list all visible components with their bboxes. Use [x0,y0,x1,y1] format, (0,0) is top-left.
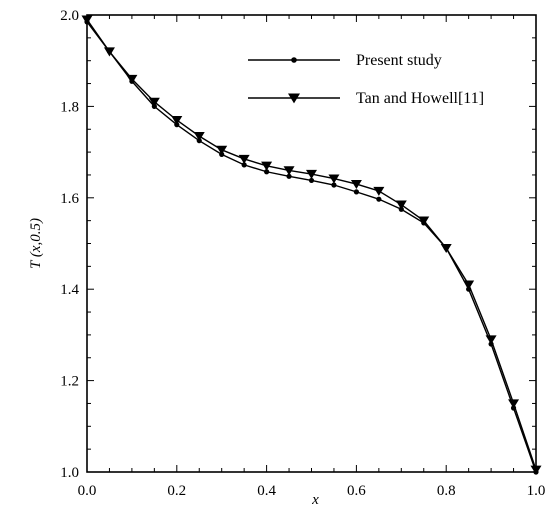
y-tick-label: 1.4 [60,282,79,298]
series-1-point [353,189,359,195]
legend-marker-triangle [288,93,300,104]
series-1-point [286,173,292,179]
series-2-point [418,216,430,226]
series-2-point [171,115,183,126]
series-2-point [530,465,542,475]
plot-frame [86,14,537,473]
series-2-point [283,166,295,176]
series-2-point [126,74,138,84]
y-axis-label: T (x,0.5) [28,218,44,269]
series-2-point [103,47,115,57]
series-2-point [81,15,93,25]
series-2-point [193,131,205,142]
y-tick-label: 1.8 [60,99,79,115]
y-tick-label: 1.6 [60,191,79,207]
series-2-point [238,154,250,164]
x-tick-label: 1.0 [527,483,546,499]
legend-label-1: Present study [356,52,442,69]
series-2-point [216,145,228,155]
series-2-point [373,186,385,196]
series-2-point [328,174,340,184]
x-tick-label: 0.8 [437,483,456,499]
series-2-point [306,169,317,179]
x-axis-label: x [311,492,319,508]
series-1-point [331,182,337,188]
series-2-point [148,97,160,107]
x-tick-label: 0.2 [167,483,186,499]
series-line-2 [86,19,537,470]
series-1-point [264,169,270,175]
series-2-point [463,280,475,290]
series-1-point [241,162,247,168]
series-2-point [261,161,273,171]
y-tick-label: 1.0 [60,465,79,481]
series-2-point [395,200,407,210]
legend-label-2: Tan and Howell[11] [356,90,484,107]
series-1-point [308,177,315,184]
series-2-point [508,399,520,409]
x-tick-label: 0.4 [257,483,276,499]
x-tick-label: 0.0 [78,483,97,499]
series-2-point [350,179,362,190]
series-2-point [440,243,452,254]
y-tick-label: 1.2 [60,374,79,390]
y-tick-label: 2.0 [60,8,79,24]
legend-marker-dot [291,57,297,63]
series-2-point [485,335,497,345]
series-1-point [376,196,382,202]
x-tick-label: 0.6 [347,483,366,499]
